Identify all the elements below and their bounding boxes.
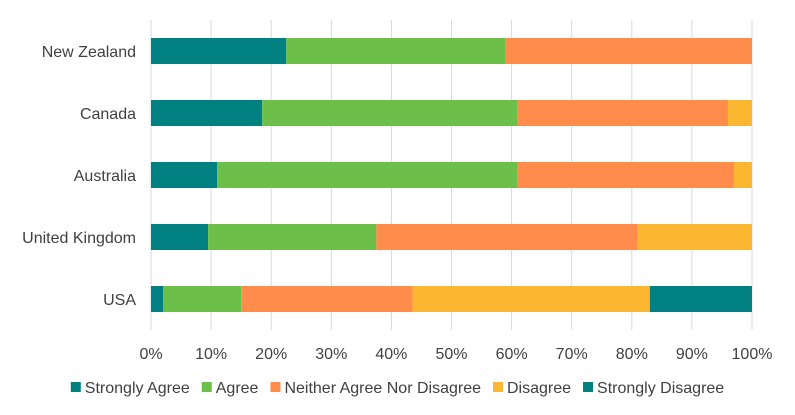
x-tick-label-6: 60% <box>496 346 528 363</box>
bar-australia-agree <box>217 162 518 188</box>
bar-canada-agree <box>262 100 518 126</box>
legend-label-agree: Agree <box>216 380 259 397</box>
x-tick-label-10: 100% <box>732 346 773 363</box>
bar-usa-agree <box>163 286 242 312</box>
bar-canada-neither-agree-nor-disagree <box>517 100 728 126</box>
x-tick-label-3: 30% <box>315 346 347 363</box>
legend-swatch-neither-agree-nor-disagree <box>270 382 281 392</box>
legend-label-strongly-agree: Strongly Agree <box>85 380 190 397</box>
bar-usa-strongly-agree <box>151 286 164 312</box>
category-label-usa: USA <box>103 292 136 309</box>
bars <box>151 38 752 312</box>
x-tick-label-9: 90% <box>676 346 708 363</box>
bar-canada-strongly-agree <box>151 100 263 126</box>
legend-swatch-strongly-disagree <box>583 382 594 392</box>
legend-swatch-agree <box>201 382 212 392</box>
x-tick-labels: 0% 10% 20% 30% 40% 50% 60% 70% 80% 90% 100% <box>139 346 772 363</box>
bar-united-kingdom-disagree <box>637 224 752 250</box>
category-label-canada: Canada <box>80 106 136 123</box>
legend-label-strongly-disagree: Strongly Disagree <box>597 380 724 397</box>
legend-swatch-strongly-agree <box>70 382 81 392</box>
category-labels: New Zealand Canada Australia United Kingdom… <box>22 44 136 309</box>
category-label-new-zealand: New Zealand <box>42 44 136 61</box>
x-tick-label-7: 70% <box>556 346 588 363</box>
x-tick-label-5: 50% <box>435 346 467 363</box>
bar-usa-strongly-disagree <box>649 286 752 312</box>
bar-australia-strongly-agree <box>151 162 218 188</box>
x-tick-label-1: 10% <box>195 346 227 363</box>
bar-united-kingdom-strongly-agree <box>151 224 209 250</box>
legend-swatch-disagree <box>493 382 503 392</box>
x-tick-label-4: 40% <box>375 346 407 363</box>
bar-australia-neither-agree-nor-disagree <box>517 162 734 188</box>
bar-new-zealand-agree <box>286 38 506 64</box>
x-tick-label-2: 20% <box>255 346 287 363</box>
bar-canada-disagree <box>727 100 752 126</box>
bar-new-zealand-strongly-agree <box>151 38 287 64</box>
x-tick-label-0: 0% <box>139 346 162 363</box>
category-label-united-kingdom: United Kingdom <box>22 230 136 247</box>
legend-label-disagree: Disagree <box>507 380 571 397</box>
x-tick-label-8: 80% <box>616 346 648 363</box>
bar-united-kingdom-agree <box>208 224 377 250</box>
legend: Strongly Agree Agree Neither Agree Nor Dis… <box>70 380 724 397</box>
bar-australia-disagree <box>733 162 752 188</box>
bar-usa-disagree <box>412 286 650 312</box>
legend-label-neither-agree-nor-disagree: Neither Agree Nor Disagree <box>284 380 481 397</box>
bar-united-kingdom-neither-agree-nor-disagree <box>376 224 638 250</box>
bar-usa-neither-agree-nor-disagree <box>241 286 413 312</box>
bar-new-zealand-neither-agree-nor-disagree <box>505 38 752 64</box>
category-label-australia: Australia <box>74 168 136 185</box>
